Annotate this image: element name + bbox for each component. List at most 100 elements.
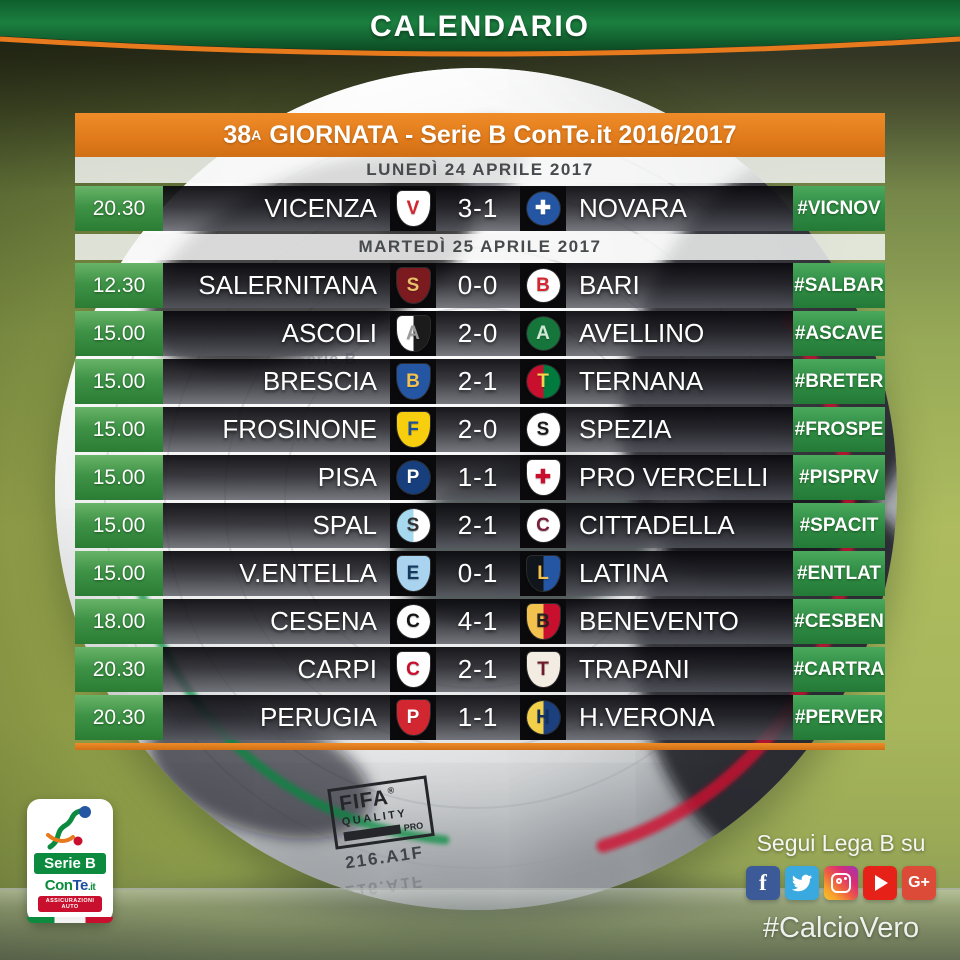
match-score: 0-0 bbox=[457, 270, 499, 300]
twitter-icon[interactable] bbox=[785, 866, 819, 900]
away-team-crest-icon: S bbox=[526, 413, 560, 446]
campaign-hashtag: #CalcioVero bbox=[762, 912, 920, 944]
away-team-name: AVELLINO bbox=[579, 318, 705, 348]
away-team-logo-box: B bbox=[520, 599, 566, 644]
match-score: 3-1 bbox=[457, 193, 499, 223]
match-score: 1-1 bbox=[457, 702, 499, 732]
away-team-logo-box: T bbox=[520, 359, 566, 404]
home-team-logo-box: S bbox=[390, 503, 436, 548]
googleplus-icon[interactable]: G+ bbox=[902, 866, 936, 900]
match-row: 20.30 VICENZA V 3-1 ✚ NOVARA #VICNOV bbox=[75, 186, 885, 231]
match-hashtag: #CARTRA bbox=[793, 647, 885, 692]
conte-subtitle: ASSICURAZIONI AUTO bbox=[38, 896, 102, 912]
home-team-name: CARPI bbox=[297, 654, 377, 684]
ground-surface bbox=[0, 888, 960, 960]
fixtures-panel: 38 A GIORNATA - Serie B ConTe.it 2016/2017… bbox=[75, 113, 885, 750]
away-team-logo-box: L bbox=[520, 551, 566, 596]
panel-bottom-strip bbox=[75, 743, 885, 750]
away-team-crest-icon: B bbox=[526, 604, 560, 639]
match-score: 2-0 bbox=[457, 318, 499, 348]
match-time: 20.30 bbox=[75, 186, 163, 231]
match-result: PISA P 1-1 ✚ PRO VERCELLI bbox=[163, 455, 793, 500]
home-team-name: V.ENTELLA bbox=[239, 558, 377, 588]
date-header-tuesday: MARTEDÌ 25 APRILE 2017 bbox=[75, 234, 885, 260]
match-result: SALERNITANA S 0-0 B BARI bbox=[163, 263, 793, 308]
away-team-crest-icon: ✚ bbox=[526, 460, 560, 495]
match-time: 20.30 bbox=[75, 695, 163, 740]
match-hashtag: #CESBEN bbox=[793, 599, 885, 644]
away-team-name: BARI bbox=[579, 270, 640, 300]
match-row: 15.00 V.ENTELLA E 0-1 L LATINA #ENTLAT bbox=[75, 551, 885, 596]
match-time: 15.00 bbox=[75, 503, 163, 548]
match-score: 2-1 bbox=[457, 510, 499, 540]
match-row: 15.00 BRESCIA B 2-1 T TERNANA #BRETER bbox=[75, 359, 885, 404]
away-team-logo-box: A bbox=[520, 311, 566, 356]
youtube-icon[interactable] bbox=[863, 866, 897, 900]
away-team-name: LATINA bbox=[579, 558, 669, 588]
match-result: VICENZA V 3-1 ✚ NOVARA bbox=[163, 186, 793, 231]
home-team-logo-box: P bbox=[390, 455, 436, 500]
serie-b-player-logo-icon bbox=[32, 805, 108, 851]
home-team-name: PISA bbox=[317, 462, 377, 492]
home-team-name: FROSINONE bbox=[222, 414, 377, 444]
match-row: 20.30 PERUGIA P 1-1 H H.VERONA #PERVER bbox=[75, 695, 885, 740]
home-team-name: CESENA bbox=[270, 606, 377, 636]
match-time: 15.00 bbox=[75, 407, 163, 452]
away-team-crest-icon: L bbox=[526, 556, 560, 591]
away-team-name: NOVARA bbox=[579, 193, 687, 223]
social-block: Segui Lega B su f G+ #CalcioVero bbox=[734, 830, 948, 945]
match-time: 15.00 bbox=[75, 455, 163, 500]
match-result: CARPI C 2-1 T TRAPANI bbox=[163, 647, 793, 692]
match-row: 20.30 CARPI C 2-1 T TRAPANI #CARTRA bbox=[75, 647, 885, 692]
home-team-crest-icon: S bbox=[396, 509, 430, 542]
away-team-crest-icon: T bbox=[526, 652, 560, 687]
match-result: SPAL S 2-1 C CITTADELLA bbox=[163, 503, 793, 548]
match-time: 18.00 bbox=[75, 599, 163, 644]
away-team-crest-icon: T bbox=[526, 365, 560, 398]
match-score: 0-1 bbox=[457, 558, 499, 588]
away-team-crest-icon: C bbox=[526, 509, 560, 542]
home-team-crest-icon: P bbox=[396, 700, 430, 735]
match-score: 2-0 bbox=[457, 414, 499, 444]
match-time: 15.00 bbox=[75, 551, 163, 596]
away-team-logo-box: S bbox=[520, 407, 566, 452]
page-header: CALENDARIO bbox=[0, 0, 960, 72]
away-team-name: PRO VERCELLI bbox=[579, 462, 769, 492]
match-score: 2-1 bbox=[457, 654, 499, 684]
match-hashtag: #ASCAVE bbox=[793, 311, 885, 356]
page-title: CALENDARIO bbox=[370, 10, 590, 43]
instagram-icon[interactable] bbox=[824, 866, 858, 900]
match-row: 15.00 PISA P 1-1 ✚ PRO VERCELLI #PISPRV bbox=[75, 455, 885, 500]
home-team-crest-icon: P bbox=[396, 461, 430, 494]
match-hashtag: #SALBAR bbox=[793, 263, 885, 308]
home-team-crest-icon: V bbox=[396, 191, 430, 226]
match-hashtag: #SPACIT bbox=[793, 503, 885, 548]
serie-b-wordmark: Serie B bbox=[34, 853, 106, 874]
home-team-crest-icon: B bbox=[396, 364, 430, 399]
home-team-name: BRESCIA bbox=[262, 366, 377, 396]
facebook-icon[interactable]: f bbox=[746, 866, 780, 900]
home-team-crest-icon: F bbox=[396, 412, 430, 447]
away-team-logo-box: H bbox=[520, 695, 566, 740]
away-team-logo-box: ✚ bbox=[520, 186, 566, 231]
home-team-logo-box: C bbox=[390, 599, 436, 644]
match-score: 1-1 bbox=[457, 462, 499, 492]
away-team-logo-box: ✚ bbox=[520, 455, 566, 500]
home-team-crest-icon: S bbox=[396, 268, 430, 303]
home-team-crest-icon: C bbox=[396, 605, 430, 638]
match-result: BRESCIA B 2-1 T TERNANA bbox=[163, 359, 793, 404]
match-time: 15.00 bbox=[75, 359, 163, 404]
away-team-logo-box: C bbox=[520, 503, 566, 548]
match-row: 15.00 ASCOLI A 2-0 A AVELLINO #ASCAVE bbox=[75, 311, 885, 356]
match-row: 15.00 SPAL S 2-1 C CITTADELLA #SPACIT bbox=[75, 503, 885, 548]
match-score: 4-1 bbox=[457, 606, 499, 636]
home-team-name: SPAL bbox=[312, 510, 377, 540]
home-team-logo-box: C bbox=[390, 647, 436, 692]
italian-flag-strip bbox=[27, 917, 113, 923]
date-header-monday: LUNEDÌ 24 APRILE 2017 bbox=[75, 157, 885, 183]
away-team-crest-icon: H bbox=[526, 701, 560, 734]
match-hashtag: #FROSPE bbox=[793, 407, 885, 452]
away-team-name: CITTADELLA bbox=[579, 510, 735, 540]
away-team-name: BENEVENTO bbox=[579, 606, 739, 636]
